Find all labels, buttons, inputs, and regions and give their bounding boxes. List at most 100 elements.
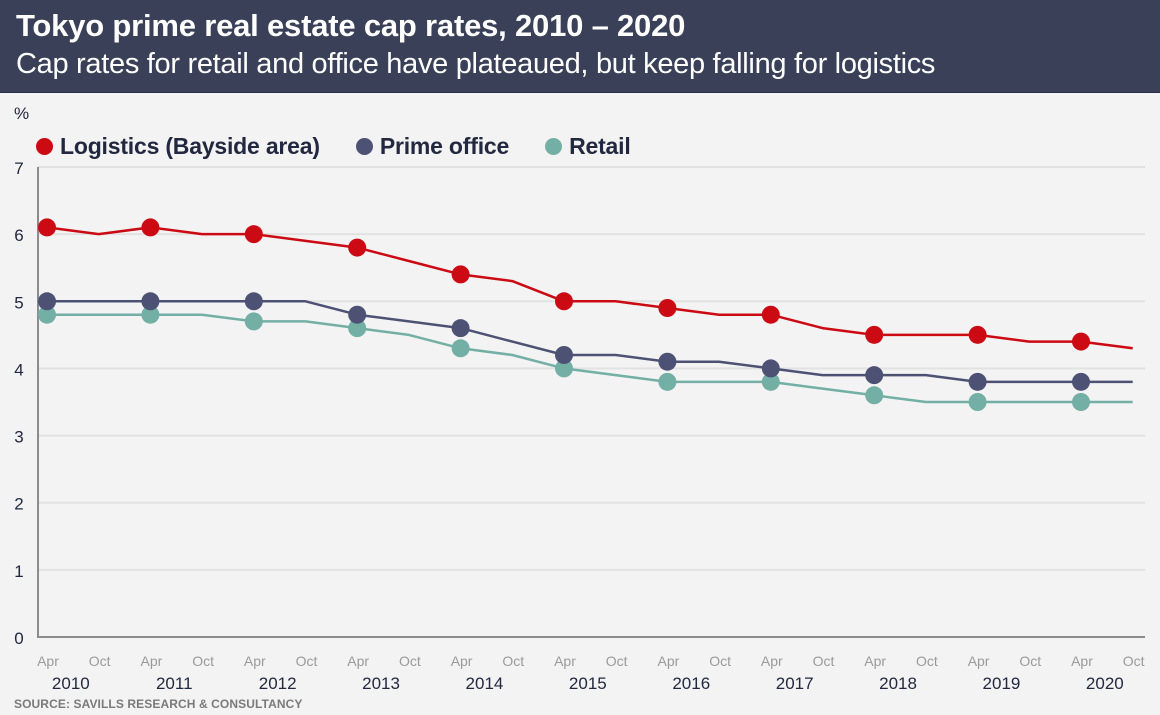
y-tick-label: 5 (14, 293, 23, 312)
y-tick-label: 1 (14, 562, 23, 581)
x-year-label: 2019 (983, 674, 1021, 693)
data-point-retail (761, 372, 780, 391)
legend: Logistics (Bayside area) Prime office Re… (36, 131, 667, 161)
data-point-logistics-bayside-area (38, 218, 56, 237)
data-point-prime-office (658, 352, 677, 371)
legend-swatch-prime-office (355, 137, 373, 155)
data-point-prime-office (1072, 372, 1090, 391)
x-tick-label: Apr (244, 653, 266, 669)
series-markers (38, 218, 1090, 411)
x-tick-label: Oct (1123, 653, 1145, 669)
data-point-prime-office (244, 292, 263, 311)
chart-header: Tokyo prime real estate cap rates, 2010 … (0, 0, 1160, 93)
x-year-label: 2017 (776, 674, 814, 693)
data-point-prime-office (968, 372, 987, 391)
source-note: SOURCE: SAVILLS RESEARCH & CONSULTANCY (14, 697, 303, 711)
x-tick-label: Oct (399, 653, 421, 669)
x-tick-label: Oct (916, 653, 938, 669)
data-point-prime-office (141, 292, 160, 311)
data-point-retail (865, 386, 884, 405)
legend-swatch-retail (545, 137, 563, 155)
legend-label-logistics: Logistics (Bayside area) (60, 132, 320, 159)
year-labels: 2010 2011 2012 2013 2014 2015 2016 2017 2018 2019… (52, 674, 1124, 693)
x-tick-label: Apr (864, 653, 886, 669)
data-point-retail (555, 359, 573, 378)
data-point-logistics-bayside-area (1072, 332, 1090, 351)
series-line-logistics-bayside-area (46, 226, 1133, 350)
x-tick-label: Apr (451, 653, 473, 669)
x-year-label: 2012 (259, 674, 297, 693)
x-tick-label: Oct (813, 653, 835, 669)
series-lines (46, 226, 1133, 404)
x-tick-label: Apr (554, 653, 576, 669)
x-tick-label: Apr (968, 653, 990, 669)
x-tick-label: Apr (141, 653, 163, 669)
x-year-label: 2020 (1086, 674, 1124, 693)
data-point-logistics-bayside-area (658, 299, 677, 317)
axes (37, 167, 1145, 638)
x-tick-label: Apr (1071, 653, 1093, 669)
x-axis-ticks: Apr Oct Apr Oct Apr Oct Apr Oct Apr Oct Apr Oct Apr O… (37, 653, 1145, 669)
gridlines (38, 166, 1145, 571)
data-point-retail (451, 339, 470, 358)
legend-label-retail: Retail (569, 132, 631, 159)
x-tick-label: Apr (658, 653, 680, 669)
legend-swatch-logistics (36, 137, 53, 155)
data-point-retail (244, 312, 263, 331)
data-point-logistics-bayside-area (968, 325, 987, 344)
series-line-prime-office (47, 300, 1133, 384)
data-point-logistics-bayside-area (451, 265, 470, 284)
x-year-label: 2018 (879, 674, 917, 693)
x-year-label: 2011 (156, 674, 193, 693)
y-tick-label: 2 (14, 495, 23, 514)
chart-subtitle: Cap rates for retail and office have pla… (16, 48, 936, 80)
x-year-label: 2015 (569, 674, 607, 693)
data-point-logistics-bayside-area (555, 292, 573, 311)
data-point-logistics-bayside-area (141, 218, 160, 237)
chart-title: Tokyo prime real estate cap rates, 2010 … (16, 8, 686, 43)
data-point-logistics-bayside-area (244, 225, 263, 244)
x-tick-label: Apr (347, 653, 369, 669)
y-tick-label: 3 (14, 428, 23, 447)
data-point-retail (658, 372, 677, 391)
data-point-prime-office (348, 305, 367, 324)
x-year-label: 2014 (466, 674, 504, 693)
data-point-logistics-bayside-area (348, 238, 367, 257)
y-tick-label: 6 (14, 226, 23, 245)
x-tick-label: Oct (502, 653, 524, 669)
data-point-retail (141, 305, 160, 324)
x-tick-label: Oct (606, 653, 628, 669)
data-point-prime-office (38, 292, 56, 311)
legend-label-prime-office: Prime office (379, 132, 510, 159)
y-axis-ticks: 0 1 2 3 4 5 6 7 (14, 159, 23, 648)
data-point-prime-office (451, 319, 470, 338)
x-year-label: 2016 (672, 674, 710, 693)
data-point-logistics-bayside-area (761, 305, 780, 324)
y-tick-label: 4 (14, 360, 23, 379)
x-year-label: 2013 (362, 674, 400, 693)
x-tick-label: Oct (296, 653, 318, 669)
y-tick-label: 7 (14, 159, 23, 178)
x-tick-label: Oct (89, 653, 111, 669)
x-tick-label: Oct (709, 653, 731, 669)
y-axis-unit-label: % (14, 104, 30, 123)
data-point-prime-office (761, 359, 780, 378)
legend-item-prime-office: Prime office (355, 132, 510, 160)
data-point-retail (1072, 393, 1090, 411)
x-tick-label: Oct (1019, 653, 1041, 669)
data-point-retail (38, 305, 56, 324)
x-tick-label: Oct (192, 653, 214, 669)
series-line-retail (47, 313, 1133, 404)
data-point-logistics-bayside-area (865, 325, 884, 344)
y-tick-label: 0 (14, 629, 23, 648)
data-point-retail (348, 319, 367, 338)
data-point-prime-office (555, 346, 573, 364)
data-point-retail (968, 393, 987, 411)
data-point-prime-office (865, 366, 884, 385)
x-tick-label: Apr (37, 653, 59, 669)
x-tick-label: Apr (761, 653, 783, 669)
legend-item-retail: Retail (545, 132, 631, 160)
legend-item-logistics: Logistics (Bayside area) (36, 133, 320, 160)
x-year-label: 2010 (52, 674, 90, 693)
